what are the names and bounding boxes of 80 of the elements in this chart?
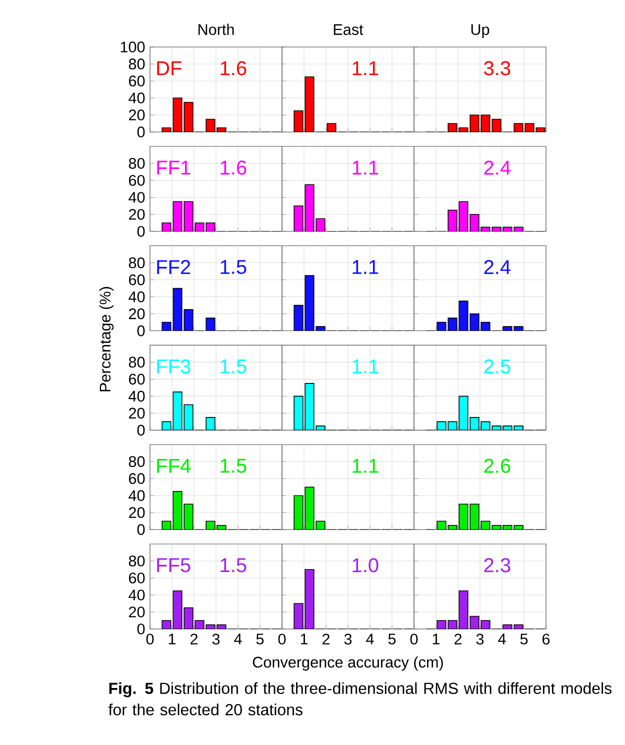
annotation: 2.4 (484, 160, 510, 175)
y-tick-label: 80 (128, 58, 145, 70)
y-tick-label: 60 (129, 174, 145, 186)
annotation: 1.1 (352, 360, 378, 374)
y-tick-label: 40 (128, 291, 145, 302)
annotation: 1.1 (352, 260, 378, 274)
annotation: DF (157, 61, 182, 76)
annotation: FF3 (157, 359, 190, 374)
x-tick-label: 2 (322, 634, 330, 644)
chart-title: Up (471, 24, 490, 38)
x-tick-label: 0 (410, 634, 418, 645)
y-tick-label: 80 (128, 456, 145, 468)
x-tick-label: 6 (542, 634, 550, 645)
x-tick-label: 1 (168, 634, 176, 644)
text: Fig. 5 Distribution of the three-dimensional RMS with different models for the selected 20 stations (108, 682, 612, 716)
annotation: 1.6 (220, 61, 246, 76)
x-tick-label: 1 (432, 634, 440, 644)
annotation: 3.3 (484, 61, 510, 76)
y-tick-label: 100 (120, 42, 145, 52)
annotation: 1.5 (220, 558, 246, 572)
chart-title: East (334, 24, 364, 35)
x-tick-label: 0 (278, 634, 286, 645)
x-axis-title: Convergence accuracy (cm) (252, 656, 443, 671)
y-tick-label: 60 (129, 374, 145, 385)
x-tick-label: 1 (300, 634, 308, 644)
annotation: 2.4 (484, 260, 510, 274)
y-tick-label: 0 (137, 325, 145, 336)
y-tick-label: 80 (128, 556, 145, 566)
y-tick-label: 0 (137, 126, 145, 138)
annotation: FF1 (157, 160, 190, 175)
y-tick-label: 40 (128, 390, 145, 402)
y-tick-label: 60 (129, 572, 145, 584)
y-tick-label: 0 (137, 524, 145, 536)
x-tick-label: 4 (498, 634, 506, 644)
chart-title: North (198, 24, 234, 35)
annotation: 1.5 (220, 260, 246, 274)
x-tick-label: 5 (520, 634, 528, 644)
annotation: FF2 (157, 260, 190, 274)
y-tick-label: 80 (128, 158, 145, 169)
x-tick-label: 3 (212, 634, 220, 645)
y-tick-label: 40 (128, 192, 145, 203)
y-tick-label: 20 (129, 208, 145, 220)
x-tick-label: 4 (366, 634, 374, 644)
annotation: 1.1 (352, 458, 378, 473)
annotation: 1.6 (220, 160, 246, 175)
x-tick-label: 5 (256, 634, 264, 644)
annotation: FF5 (157, 558, 190, 572)
y-axis-title: Percentage (%) (99, 287, 114, 392)
annotation: 2.5 (484, 359, 510, 374)
annotation: 2.3 (484, 558, 510, 572)
y-tick-label: 60 (129, 473, 145, 484)
annotation: 1.1 (352, 61, 378, 76)
x-tick-label: 4 (234, 634, 242, 644)
y-tick-label: 20 (129, 606, 145, 618)
annotation: 1.5 (220, 359, 246, 374)
y-tick-label: 20 (129, 507, 145, 518)
y-tick-label: 20 (129, 308, 145, 320)
y-tick-label: 80 (128, 356, 145, 368)
annotation: 1.5 (220, 458, 246, 473)
y-tick-label: 40 (128, 92, 145, 104)
annotation: 1.1 (352, 160, 378, 175)
x-tick-label: 3 (344, 634, 352, 645)
y-tick-label: 20 (129, 408, 145, 419)
y-tick-label: 0 (137, 624, 145, 634)
y-tick-label: 0 (137, 424, 145, 436)
x-tick-label: 0 (146, 634, 154, 645)
y-tick-label: 40 (128, 490, 145, 502)
x-tick-label: 5 (388, 634, 396, 644)
y-tick-label: 0 (137, 226, 145, 237)
annotation: 2.6 (484, 458, 510, 473)
y-tick-label: 60 (129, 76, 145, 86)
annotation: 1.0 (352, 558, 378, 572)
y-tick-label: 80 (128, 257, 145, 268)
annotation: FF4 (157, 458, 191, 473)
x-tick-label: 3 (476, 634, 484, 645)
x-tick-label: 2 (454, 634, 462, 644)
x-tick-label: 2 (190, 634, 198, 644)
y-tick-label: 20 (129, 110, 145, 120)
y-tick-label: 40 (128, 590, 145, 600)
y-tick-label: 60 (129, 274, 145, 286)
